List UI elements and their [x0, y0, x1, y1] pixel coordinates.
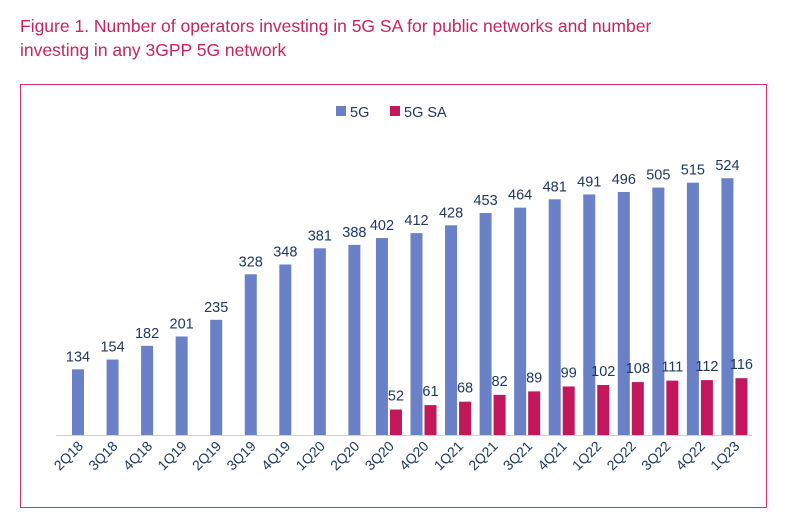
- bar-5g-sa-4q21: [562, 386, 575, 435]
- x-tick-4q22: 4Q22: [672, 438, 708, 474]
- value-label-5g-3q21: 464: [508, 188, 532, 204]
- bars-group: [72, 178, 748, 436]
- value-label-5g-3q22: 505: [646, 168, 670, 184]
- bar-5g-sa-3q20: [389, 409, 402, 435]
- bar-5g-3q19: [244, 274, 257, 435]
- bar-5g-sa-4q20: [424, 405, 437, 435]
- value-label-5g-2q20: 388: [342, 225, 366, 241]
- value-label-5g-1q19: 201: [170, 317, 194, 333]
- x-tick-1q21: 1Q21: [431, 438, 467, 474]
- legend-label-5g: 5G: [350, 105, 369, 121]
- bar-5g-3q21: [514, 207, 527, 435]
- value-label-5g-sa-2q22: 108: [626, 361, 650, 377]
- bar-5g-4q20: [410, 233, 423, 435]
- value-label-5g-sa-2q21: 82: [492, 374, 508, 390]
- value-label-5g-sa-3q21: 89: [526, 370, 542, 386]
- bar-5g-1q19: [175, 336, 188, 435]
- bar-5g-1q21: [445, 225, 458, 435]
- x-tick-4q21: 4Q21: [534, 438, 570, 474]
- bar-5g-sa-1q22: [597, 385, 610, 435]
- legend-label-5g-sa: 5G SA: [404, 105, 447, 121]
- bar-5g-3q20: [375, 238, 388, 435]
- value-label-5g-1q22: 491: [577, 174, 601, 190]
- value-label-5g-2q18: 134: [66, 349, 90, 365]
- value-label-5g-4q22: 515: [681, 163, 705, 179]
- value-label-5g-1q23: 524: [715, 158, 739, 174]
- value-label-5g-sa-1q23: 116: [730, 357, 753, 373]
- value-label-5g-4q18: 182: [135, 326, 159, 342]
- value-label-5g-sa-4q21: 99: [561, 365, 577, 381]
- bar-5g-4q21: [548, 199, 561, 435]
- bar-5g-sa-2q22: [631, 382, 644, 435]
- x-tick-3q21: 3Q21: [500, 438, 536, 474]
- x-tick-4q18: 4Q18: [120, 438, 156, 474]
- legend: 5G 5G SA: [336, 105, 447, 121]
- chart-frame: [20, 84, 767, 508]
- value-label-5g-sa-3q20: 52: [388, 389, 404, 405]
- x-tick-1q23: 1Q23: [707, 438, 743, 474]
- bar-5g-4q22: [686, 182, 699, 435]
- legend-swatch-5g: [336, 106, 346, 116]
- x-tick-4q19: 4Q19: [258, 438, 294, 474]
- x-tick-1q20: 1Q20: [292, 438, 328, 474]
- bar-5g-1q23: [721, 178, 734, 436]
- bar-5g-2q20: [348, 244, 361, 435]
- x-tick-labels-group: 2Q18 3Q18 4Q18 1Q19 2Q19 3Q19 4Q19 1Q20 2Q20 3Q20…: [51, 438, 743, 474]
- value-label-5g-4q21: 481: [543, 179, 567, 195]
- bar-5g-2q18: [72, 369, 84, 435]
- legend-swatch-5g-sa: [390, 106, 400, 116]
- bar-5g-sa-3q22: [666, 380, 679, 435]
- bar-5g-sa-1q21: [459, 401, 472, 435]
- x-tick-4q20: 4Q20: [396, 438, 432, 474]
- value-label-5g-2q21: 453: [473, 193, 497, 209]
- value-labels-group: 134 154 182 201 235 328 348 381 388 402 52 412 61 428…: [66, 158, 753, 404]
- bar-5g-sa-3q21: [528, 391, 541, 435]
- value-label-5g-2q19: 235: [204, 300, 228, 316]
- x-tick-2q22: 2Q22: [603, 438, 639, 474]
- value-label-5g-4q20: 412: [404, 213, 428, 229]
- figure-title: Figure 1. Number of operators investing …: [20, 14, 760, 62]
- x-tick-3q19: 3Q19: [223, 438, 259, 474]
- x-tick-1q22: 1Q22: [569, 438, 605, 474]
- value-label-5g-sa-4q22: 112: [695, 359, 718, 375]
- figure-title-line-2: investing in any 3GPP 5G network: [20, 40, 287, 60]
- bar-5g-2q22: [617, 191, 630, 435]
- x-tick-2q20: 2Q20: [327, 438, 363, 474]
- x-tick-2q18: 2Q18: [51, 438, 87, 474]
- bar-5g-sa-2q21: [493, 394, 506, 435]
- bar-5g-1q22: [583, 194, 596, 435]
- value-label-5g-sa-4q20: 61: [422, 384, 438, 400]
- figure-title-line-1: Figure 1. Number of operators investing …: [20, 16, 652, 36]
- value-label-5g-sa-3q22: 111: [661, 360, 683, 376]
- value-label-5g-3q20: 402: [370, 218, 394, 234]
- bar-5g-sa-4q22: [700, 380, 713, 435]
- bar-5g-2q19: [210, 319, 223, 435]
- value-label-5g-sa-1q22: 102: [591, 364, 615, 380]
- value-label-5g-2q22: 496: [612, 172, 636, 188]
- bar-5g-3q18: [106, 359, 119, 435]
- x-tick-1q19: 1Q19: [154, 438, 190, 474]
- x-tick-3q22: 3Q22: [638, 438, 674, 474]
- value-label-5g-3q18: 154: [100, 340, 124, 356]
- bar-5g-2q21: [479, 213, 492, 435]
- value-label-5g-sa-1q21: 68: [457, 381, 473, 397]
- value-label-5g-1q21: 428: [439, 205, 463, 221]
- x-tick-2q19: 2Q19: [189, 438, 225, 474]
- bar-5g-sa-1q23: [735, 378, 748, 435]
- bar-5g-4q19: [279, 264, 292, 435]
- bar-5g-3q22: [652, 187, 665, 435]
- bar-5g-1q20: [313, 248, 326, 435]
- value-label-5g-3q19: 328: [239, 254, 263, 270]
- value-label-5g-4q19: 348: [273, 244, 297, 260]
- x-tick-3q18: 3Q18: [85, 438, 121, 474]
- x-tick-2q21: 2Q21: [465, 438, 501, 474]
- bar-5g-4q18: [141, 345, 154, 435]
- value-label-5g-1q20: 381: [308, 228, 332, 244]
- x-tick-3q20: 3Q20: [362, 438, 398, 474]
